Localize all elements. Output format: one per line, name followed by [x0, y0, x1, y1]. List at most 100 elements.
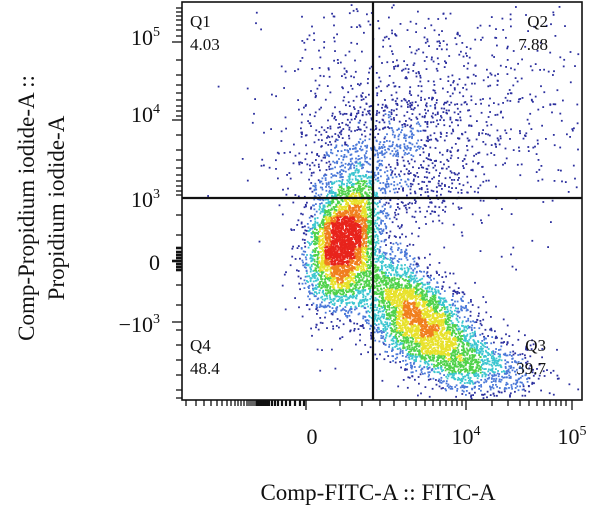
- event-point: [368, 198, 371, 201]
- event-point: [382, 275, 385, 278]
- event-point: [433, 295, 436, 298]
- event-point: [365, 152, 367, 155]
- event-point: [391, 143, 394, 146]
- event-point: [300, 222, 303, 225]
- event-point: [374, 264, 377, 267]
- event-point: [374, 266, 376, 269]
- event-point: [376, 287, 379, 290]
- event-point: [417, 376, 420, 378]
- event-point: [431, 210, 433, 213]
- event-point: [350, 75, 353, 78]
- event-point: [418, 279, 421, 281]
- event-point: [324, 156, 326, 159]
- event-point: [349, 173, 352, 176]
- event-point: [453, 363, 455, 366]
- event-point: [385, 201, 388, 204]
- event-point: [284, 70, 287, 73]
- event-point: [479, 348, 481, 350]
- event-point: [334, 140, 337, 143]
- event-point: [351, 283, 354, 286]
- event-point: [361, 325, 364, 328]
- event-point: [334, 192, 337, 194]
- event-point: [462, 55, 465, 58]
- event-point: [370, 332, 373, 334]
- event-point: [370, 252, 373, 255]
- event-point: [384, 215, 387, 217]
- event-point: [342, 307, 345, 310]
- event-point: [410, 127, 413, 130]
- event-point: [344, 166, 346, 169]
- event-point: [391, 98, 394, 101]
- event-point: [553, 180, 556, 182]
- event-point: [255, 11, 258, 14]
- event-point: [476, 380, 479, 383]
- event-point: [380, 240, 383, 243]
- event-point: [457, 287, 460, 289]
- event-point: [321, 301, 323, 304]
- event-point: [457, 179, 459, 181]
- event-point: [385, 105, 388, 108]
- event-point: [527, 146, 530, 148]
- event-point: [471, 368, 474, 371]
- event-point: [413, 145, 416, 148]
- event-point: [410, 348, 413, 351]
- event-point: [465, 309, 468, 312]
- event-point: [482, 350, 484, 353]
- event-point: [317, 233, 319, 235]
- event-point: [459, 116, 462, 119]
- event-point: [428, 139, 431, 141]
- event-point: [331, 200, 334, 203]
- event-point: [331, 182, 333, 185]
- event-point: [366, 250, 369, 253]
- event-point: [367, 110, 369, 113]
- event-point: [422, 129, 425, 132]
- event-point: [375, 72, 378, 74]
- event-point: [353, 285, 356, 287]
- event-point: [506, 361, 509, 363]
- event-point: [458, 137, 461, 140]
- event-point: [463, 343, 465, 346]
- event-point: [338, 298, 341, 300]
- event-point: [428, 356, 430, 359]
- event-point: [452, 363, 454, 366]
- event-point: [312, 204, 314, 207]
- event-point: [426, 121, 429, 123]
- event-point: [321, 284, 324, 287]
- event-point: [413, 286, 416, 289]
- event-point: [339, 112, 342, 115]
- event-point: [465, 88, 468, 91]
- event-point: [558, 6, 561, 8]
- event-point: [492, 355, 494, 357]
- event-point: [334, 294, 337, 296]
- event-point: [456, 83, 459, 86]
- event-point: [388, 122, 391, 125]
- event-point: [375, 324, 378, 326]
- event-point: [359, 325, 362, 327]
- event-point: [333, 291, 336, 294]
- event-point: [424, 293, 427, 296]
- event-point: [474, 38, 477, 41]
- event-point: [424, 287, 427, 290]
- event-point: [406, 101, 408, 104]
- event-point: [365, 311, 368, 314]
- event-point: [439, 298, 442, 300]
- event-point: [465, 367, 467, 370]
- event-point: [349, 190, 352, 193]
- event-point: [410, 154, 413, 156]
- event-point: [391, 350, 393, 352]
- event-point: [334, 133, 337, 135]
- event-point: [400, 258, 403, 261]
- event-point: [500, 378, 503, 381]
- event-point: [418, 147, 421, 150]
- event-point: [411, 272, 414, 274]
- event-point: [381, 152, 383, 155]
- event-point: [415, 22, 418, 25]
- event-point: [374, 297, 377, 299]
- event-point: [432, 166, 435, 169]
- event-point: [301, 40, 304, 42]
- event-point: [461, 338, 464, 340]
- event-point: [313, 225, 316, 228]
- event-point: [477, 162, 479, 165]
- event-point: [361, 142, 364, 145]
- event-point: [423, 357, 426, 360]
